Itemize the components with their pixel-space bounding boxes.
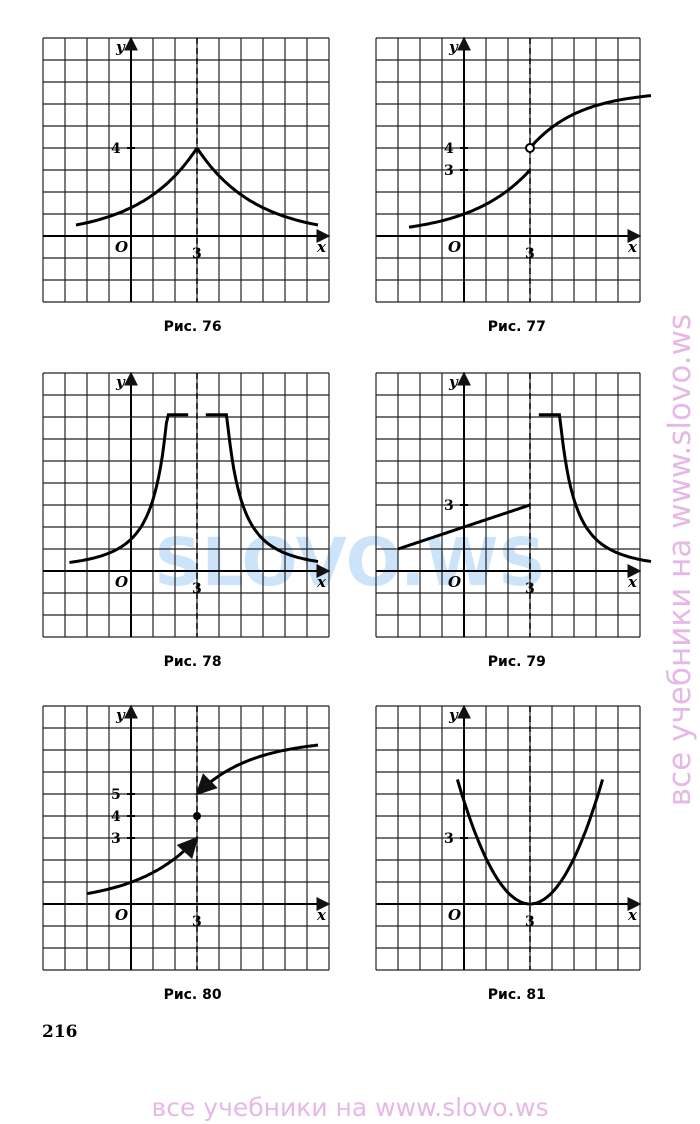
x-tick-label: 3 <box>525 246 535 262</box>
caption: Рис. 78 <box>164 654 222 670</box>
axis-label: y <box>448 373 459 391</box>
x-tick-label: 3 <box>192 581 202 597</box>
curve <box>195 147 319 227</box>
open-point <box>525 143 535 153</box>
watermark: все учебники на www.slovo.ws <box>662 314 698 806</box>
axis-label: x <box>627 238 638 256</box>
x-tick-label: 3 <box>525 914 535 930</box>
x-tick-label: 3 <box>525 581 535 597</box>
caption: Рис. 76 <box>164 319 222 335</box>
y-tick-label: 3 <box>444 831 454 847</box>
watermark: все учебники на www.slovo.ws <box>152 1093 549 1122</box>
watermark: SLOVO.WS <box>154 524 546 601</box>
curve <box>69 413 189 564</box>
y-tick-label: 4 <box>111 141 121 157</box>
y-tick-label: 3 <box>444 163 454 179</box>
caption: Рис. 81 <box>488 987 546 1003</box>
y-tick-label: 4 <box>444 141 454 157</box>
y-tick-label: 5 <box>111 787 121 803</box>
curve <box>195 743 319 796</box>
origin-label: O <box>115 238 128 256</box>
curve <box>86 836 199 896</box>
axis-label: x <box>627 906 638 924</box>
y-tick-label: 4 <box>111 809 121 825</box>
origin-label: O <box>448 238 461 256</box>
axis-label: x <box>627 573 638 591</box>
point <box>193 812 201 820</box>
axis-label: y <box>115 38 126 56</box>
curve <box>538 413 652 563</box>
curve <box>205 413 319 563</box>
caption: Рис. 79 <box>488 654 546 670</box>
axis-label: y <box>115 706 126 724</box>
y-tick-label: 3 <box>444 498 454 514</box>
curve <box>75 147 199 227</box>
origin-label: O <box>448 573 461 591</box>
x-tick-label: 3 <box>192 246 202 262</box>
curve <box>408 168 532 229</box>
page-number: 216 <box>42 1022 78 1042</box>
x-tick-label: 3 <box>192 914 202 930</box>
axis-label: x <box>316 573 327 591</box>
curve <box>455 778 605 906</box>
origin-label: O <box>115 573 128 591</box>
origin-label: O <box>115 906 128 924</box>
axis-label: y <box>448 38 459 56</box>
curve <box>528 94 652 149</box>
caption: Рис. 77 <box>488 319 546 335</box>
caption: Рис. 80 <box>164 987 222 1003</box>
curve <box>397 503 531 551</box>
axis-label: y <box>115 373 126 391</box>
origin-label: O <box>448 906 461 924</box>
y-tick-label: 3 <box>111 831 121 847</box>
axis-label: x <box>316 906 327 924</box>
axis-label: x <box>316 238 327 256</box>
axis-label: y <box>448 706 459 724</box>
